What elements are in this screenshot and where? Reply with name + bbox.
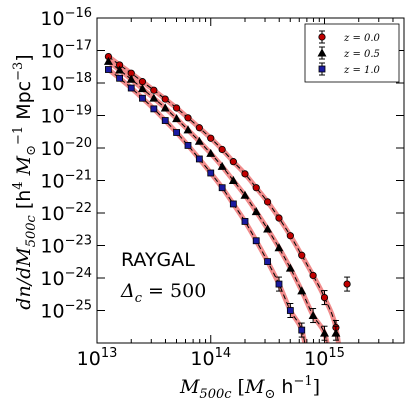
data-point [275,280,283,288]
data-point [172,114,182,123]
data-point [207,134,215,142]
data-point [161,95,169,103]
y-tick-label: 10−16 [40,6,92,30]
data-point [229,158,237,166]
data-point [194,136,204,145]
x-axis-label: M500c [M⊙ h−1] [179,374,320,402]
legend-label: z = 1.0 [343,65,381,76]
y-tick-label: 10−17 [40,39,92,63]
data-point [331,328,341,337]
data-point [274,243,284,252]
data-point [115,65,125,74]
data-point [184,114,192,122]
y-tick-label: 10−25 [40,299,92,323]
axis-ticks [96,17,405,344]
data-point [252,184,260,192]
data-point [297,286,307,295]
data-point [173,129,181,136]
x-tick-label: 1015 [304,346,345,370]
y-tick-label: 10−19 [40,104,92,128]
data-point [126,74,136,83]
data-point [103,56,113,65]
data-point [229,200,237,208]
y-tick-label: 10−22 [40,201,92,225]
data-point [184,142,192,149]
data-point [161,117,169,124]
data-point [150,105,158,113]
data-point [116,74,123,82]
data-point [298,251,306,259]
legend-marker [318,33,326,41]
y-tick-label: 10−24 [40,266,92,290]
data-point [195,155,203,163]
data-point [137,84,147,93]
data-point [309,271,317,280]
y-tick-label: 10−23 [40,234,92,258]
data-point [240,190,250,199]
data-point [160,103,170,112]
model-line [108,56,339,343]
annotation-delta: Δc = 500 [120,280,206,306]
data-point [308,310,318,319]
data-point [183,125,193,134]
data-point [320,293,329,302]
data-point [207,169,215,177]
y-axis-label: dn/dM500c [h4 M⊙−1 Mpc−3] [11,54,39,309]
data-point [218,184,226,192]
data-point [264,258,271,265]
data-point [228,175,238,184]
annotation-raygal: RAYGAL [121,249,195,271]
data-point [139,94,146,102]
data-point [241,170,249,178]
data-point [285,263,295,272]
data-point [127,84,135,92]
x-tick-label: 1013 [77,346,118,370]
legend-label: z = 0.0 [343,33,381,44]
legend-label: z = 0.5 [343,49,380,60]
x-tick-label: 1014 [190,346,231,370]
data-point [138,78,147,86]
x-tick-labels: 1013 1014 1015 [77,346,345,370]
data-point [298,326,306,334]
data-point [217,161,227,170]
data-point [218,145,226,154]
data-point [105,66,112,73]
data-point [251,207,261,216]
data-point [241,218,249,225]
data-point [343,280,351,288]
y-tick-label: 10−18 [40,71,92,95]
data-point [286,307,294,314]
legend-marker [318,65,326,73]
legend-marker [317,48,327,57]
data-point [286,232,294,240]
data-point [173,104,181,112]
data-markers [103,52,351,341]
data-point [195,124,203,132]
y-tick-label: 10−20 [40,136,92,160]
data-point [275,214,283,222]
svg-text:dn/dM500c [h4 M⊙−1 Mpc−3]: dn/dM500c [h4 M⊙−1 Mpc−3] [11,54,39,309]
data-point [263,224,273,233]
y-tick-labels: 10−16 10−17 10−18 10−19 10−20 10−21 10−22 10−23… [40,6,92,323]
data-point [150,86,158,94]
data-point [149,93,159,102]
data-point [252,237,260,245]
data-point [206,148,216,157]
y-tick-label: 10−21 [40,169,92,193]
legend: z = 0.0 z = 0.5 z = 1.0 [304,23,400,83]
data-point [263,198,272,206]
